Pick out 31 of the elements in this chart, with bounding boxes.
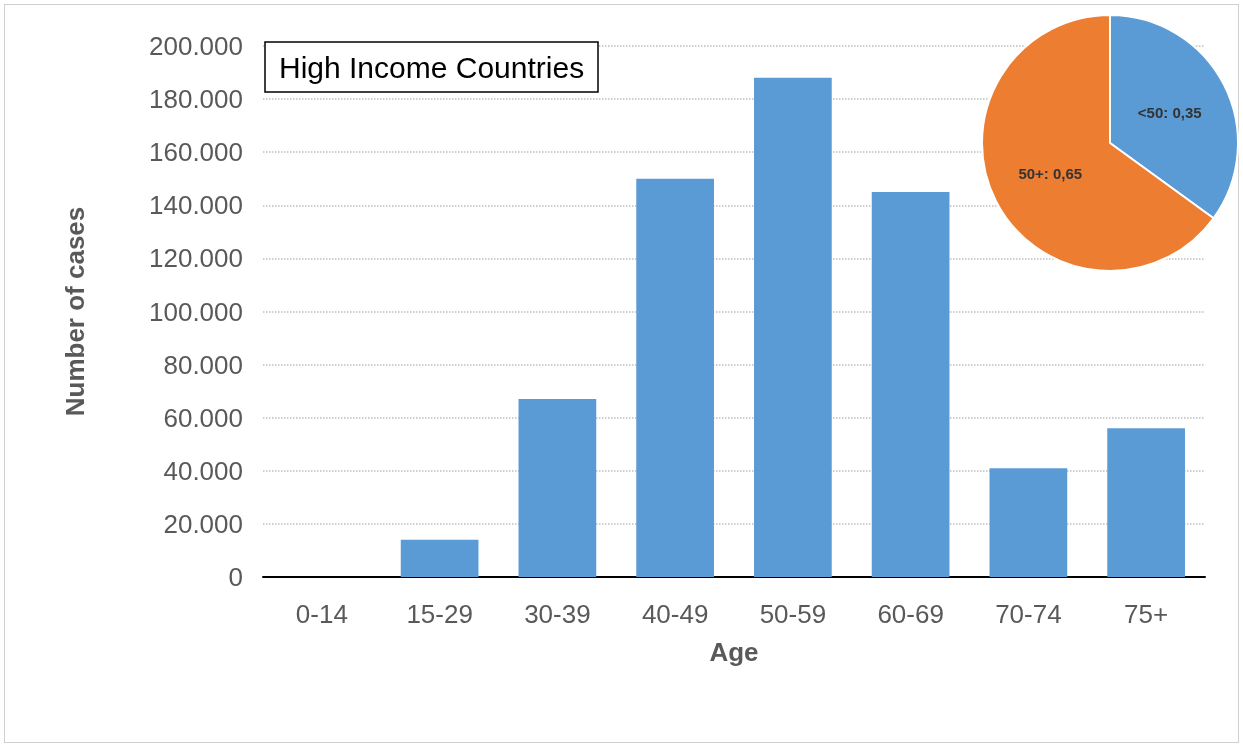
x-tick-label: 60-69 (877, 599, 944, 629)
bar (636, 178, 714, 577)
x-tick-label: 15-29 (406, 599, 473, 629)
y-tick-label: 60.000 (163, 402, 243, 433)
y-tick-label: 200.000 (149, 31, 243, 61)
y-tick-label: 40.000 (163, 455, 243, 486)
chart-title: High Income Countries (279, 50, 585, 84)
y-axis-title: Number of cases (60, 206, 90, 417)
bar (871, 192, 950, 577)
bar (989, 468, 1068, 577)
x-axis-title: Age (709, 637, 759, 667)
y-tick-label: 20.000 (163, 508, 243, 539)
y-tick-label: 120.000 (149, 243, 243, 274)
x-tick-label: 40-49 (641, 599, 709, 629)
bar (518, 399, 597, 577)
y-tick-label: 180.000 (149, 84, 243, 115)
bar (1107, 428, 1185, 577)
y-tick-label: 160.000 (149, 137, 243, 168)
bar (754, 77, 832, 577)
x-tick-label: 70-74 (995, 599, 1062, 629)
x-tick-label: 30-39 (524, 599, 591, 629)
bar (400, 539, 479, 577)
slice-label: 50+: 0,65 (1018, 164, 1083, 182)
x-tick-label: 0-14 (295, 599, 348, 629)
y-tick-label: 140.000 (149, 190, 243, 221)
y-tick-label: 80.000 (163, 349, 243, 380)
y-tick-label: 100.000 (149, 296, 243, 327)
x-tick-label: 75+ (1124, 599, 1169, 629)
x-tick-label: 50-59 (759, 599, 827, 629)
y-tick-label: 0 (228, 562, 243, 592)
slice-label: <50: 0,35 (1137, 104, 1202, 122)
